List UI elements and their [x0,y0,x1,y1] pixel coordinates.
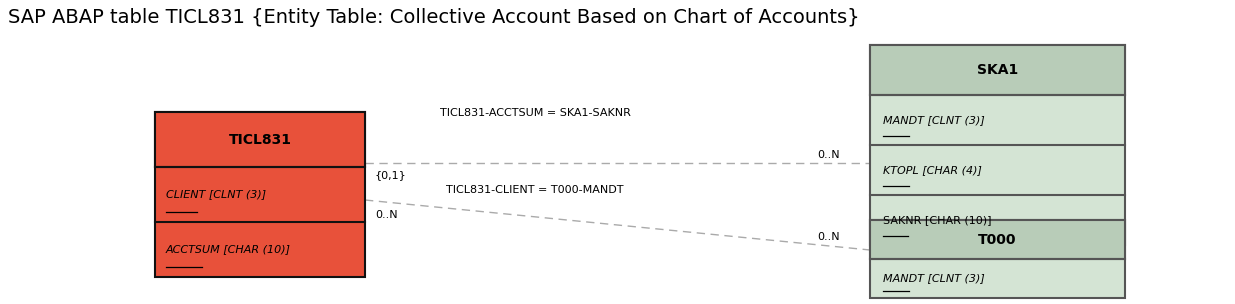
Text: SAP ABAP table TICL831 {Entity Table: Collective Account Based on Chart of Accou: SAP ABAP table TICL831 {Entity Table: Co… [7,8,860,27]
Bar [869,45,1125,245]
Text: 0..N: 0..N [818,150,840,160]
Bar [869,220,1125,298]
Text: TICL831: TICL831 [228,133,291,147]
Text: TICL831-ACCTSUM = SKA1-SAKNR: TICL831-ACCTSUM = SKA1-SAKNR [440,108,630,118]
Text: MANDT [CLNT (3)]: MANDT [CLNT (3)] [883,274,984,284]
Bar [156,112,366,167]
Text: T000: T000 [978,233,1016,247]
Text: TICL831-CLIENT = T000-MANDT: TICL831-CLIENT = T000-MANDT [446,185,624,195]
Bar [156,112,366,277]
Text: SAKNR [CHAR (10)]: SAKNR [CHAR (10)] [883,215,992,225]
Bar [869,220,1125,259]
Text: SKA1: SKA1 [977,63,1018,77]
Text: ACCTSUM [CHAR (10)]: ACCTSUM [CHAR (10)] [165,244,290,254]
Bar [869,45,1125,95]
Text: KTOPL [CHAR (4)]: KTOPL [CHAR (4)] [883,165,982,175]
Text: 0..N: 0..N [375,210,398,220]
Text: CLIENT [CLNT (3)]: CLIENT [CLNT (3)] [165,189,266,199]
Text: 0..N: 0..N [818,232,840,242]
Text: MANDT [CLNT (3)]: MANDT [CLNT (3)] [883,115,984,125]
Text: {0,1}: {0,1} [375,170,406,180]
